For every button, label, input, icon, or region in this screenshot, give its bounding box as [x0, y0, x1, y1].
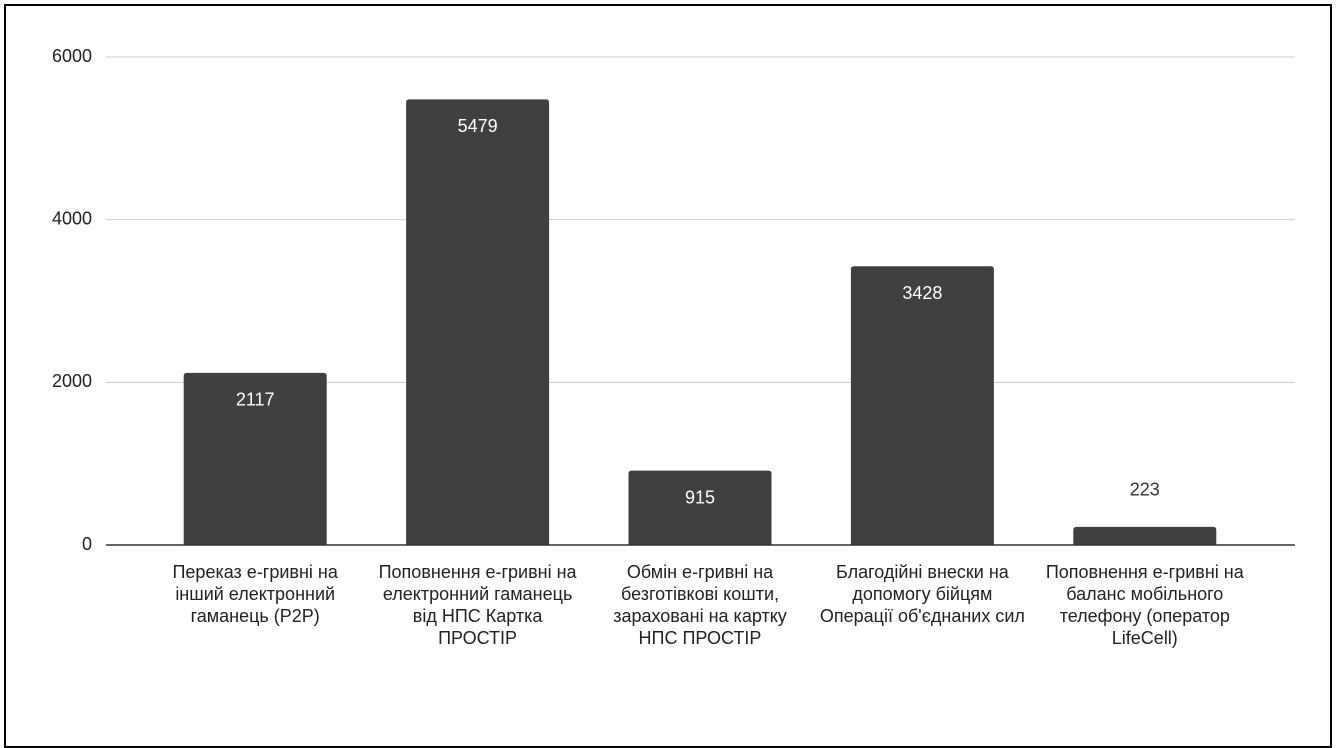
x-tick-label: Поповнення е-гривні на електронний гаман… [378, 562, 577, 648]
y-tick-label: 6000 [52, 46, 92, 66]
bar [406, 99, 550, 545]
value-label: 223 [1130, 480, 1160, 500]
bar [628, 470, 772, 545]
bar [1073, 526, 1217, 545]
y-tick-label: 4000 [52, 208, 92, 228]
y-tick-label: 2000 [52, 371, 92, 391]
value-label: 2117 [236, 390, 275, 410]
chart: 0 2000 4000 6000 2117 5479 915 3428 223 [52, 46, 1295, 554]
x-tick-label: Обмін е-гривні на безготівкові кошти, за… [613, 562, 787, 648]
value-label: 3428 [902, 283, 942, 303]
value-label: 915 [685, 487, 715, 507]
bar [850, 266, 994, 545]
bar [183, 372, 327, 545]
x-tick-label: Поповнення е-гривні на баланс мобільного… [1045, 562, 1244, 648]
x-tick-label: Переказ е-гривні на інший електронний га… [172, 562, 338, 626]
value-label: 5479 [458, 116, 498, 136]
y-tick-label: 0 [82, 534, 92, 554]
x-tick-label: Благодійні внески на допомогу бійцям Опе… [819, 562, 1025, 626]
